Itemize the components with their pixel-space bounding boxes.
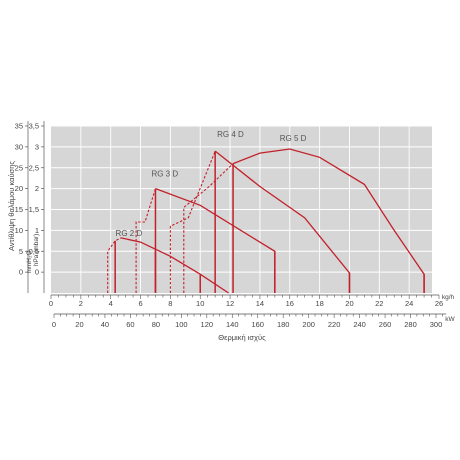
y-tick-label-hpa: 3,5 [29,122,39,131]
x-tick-label-kgh: 14 [256,299,264,308]
x-tick-label-kw: 240 [353,320,366,329]
series-curve [232,148,425,293]
x-tick-label-kgh: 26 [435,299,443,308]
series-dashed-line [169,150,216,293]
x-tick-label-kw: 100 [175,320,188,329]
y-tick-label-hpa: 2,5 [29,163,39,172]
x-tick-label-kw: 260 [379,320,392,329]
y-tick-label-mmh2o: 35 [15,122,23,131]
x-tick-label-kw: 0 [52,320,56,329]
y-tick-label-hpa: 1,5 [29,205,39,214]
y-tick-label-mmh2o: 30 [15,142,23,151]
series-group: RG 2 D RG 3 D RG 4 D RG 5 D [107,130,425,294]
y-tick-label-hpa: 2 [35,184,39,193]
x-axis-kw-unit: kW [445,316,455,323]
y-tick-label-mmh2o: 0 [19,268,23,277]
series-dashed-line [183,163,234,293]
y-tick-label-hpa: 0 [35,268,39,277]
x-tick-label-kgh: 16 [286,299,294,308]
x-tick-label-kw: 80 [152,320,160,329]
series-dashed-line [135,188,157,293]
x-tick-label-kw: 140 [226,320,239,329]
y-tick-label-hpa: 3 [35,142,39,151]
x-tick-label-kw: 180 [277,320,290,329]
y-axis-outer-title: Αντίθλιψη θαλάμου καύσης [7,161,16,251]
x-tick-label-kgh: 4 [109,299,113,308]
y-tick-label-mmh2o: 15 [15,205,23,214]
y-tick-label-mmh2o: 25 [15,163,23,172]
x-tick-label-kw: 20 [75,320,83,329]
x-tick-label-kgh: 8 [168,299,172,308]
x-tick-label-kw: 60 [126,320,134,329]
x-tick-label-kw: 280 [404,320,417,329]
x-tick-label-kw: 40 [101,320,109,329]
x-tick-label-kw: 160 [251,320,264,329]
x-axis-kgh-unit: kg/h [442,294,455,301]
series-rg-3-d: RG 3 D [135,170,276,293]
x-tick-label-kw: 200 [302,320,315,329]
x-axis-title: Θερμική ισχύς [218,333,266,342]
x-tick-label-kw: 220 [328,320,341,329]
series-dashed-line [107,237,122,293]
y-tick-label-mmh2o: 10 [15,226,23,235]
x-tick-label-kgh: 18 [315,299,323,308]
x-tick-label-kgh: 10 [196,299,204,308]
series-label: RG 5 D [280,134,307,143]
series-rg-4-d: RG 4 D [169,130,351,293]
series-rg-5-d: RG 5 D [183,134,425,293]
x-tick-label-kw: 120 [201,320,214,329]
x-tick-label-kgh: 12 [226,299,234,308]
x-tick-label-kw: 300 [430,320,443,329]
x-tick-label-kgh: 20 [345,299,353,308]
y-tick-label-hpa: 1 [35,226,39,235]
y-tick-label-mmh2o: 5 [19,247,23,256]
y-tick-label-hpa: 0,5 [29,247,39,256]
x-tick-label-kgh: 24 [405,299,413,308]
y-tick-label-mmh2o: 20 [15,184,23,193]
series-label: RG 3 D [151,170,178,179]
series-label: RG 2 D [116,229,143,238]
y-axis-mmh2o-title: mmH₂O [26,250,33,273]
x-tick-label-kgh: 22 [375,299,383,308]
y-axis-hpa-title: hPa (mbar) [33,234,40,267]
x-tick-label-kgh: 2 [79,299,83,308]
x-tick-label-kgh: 0 [49,299,53,308]
x-tick-label-kgh: 6 [138,299,142,308]
series-label: RG 4 D [217,130,244,139]
